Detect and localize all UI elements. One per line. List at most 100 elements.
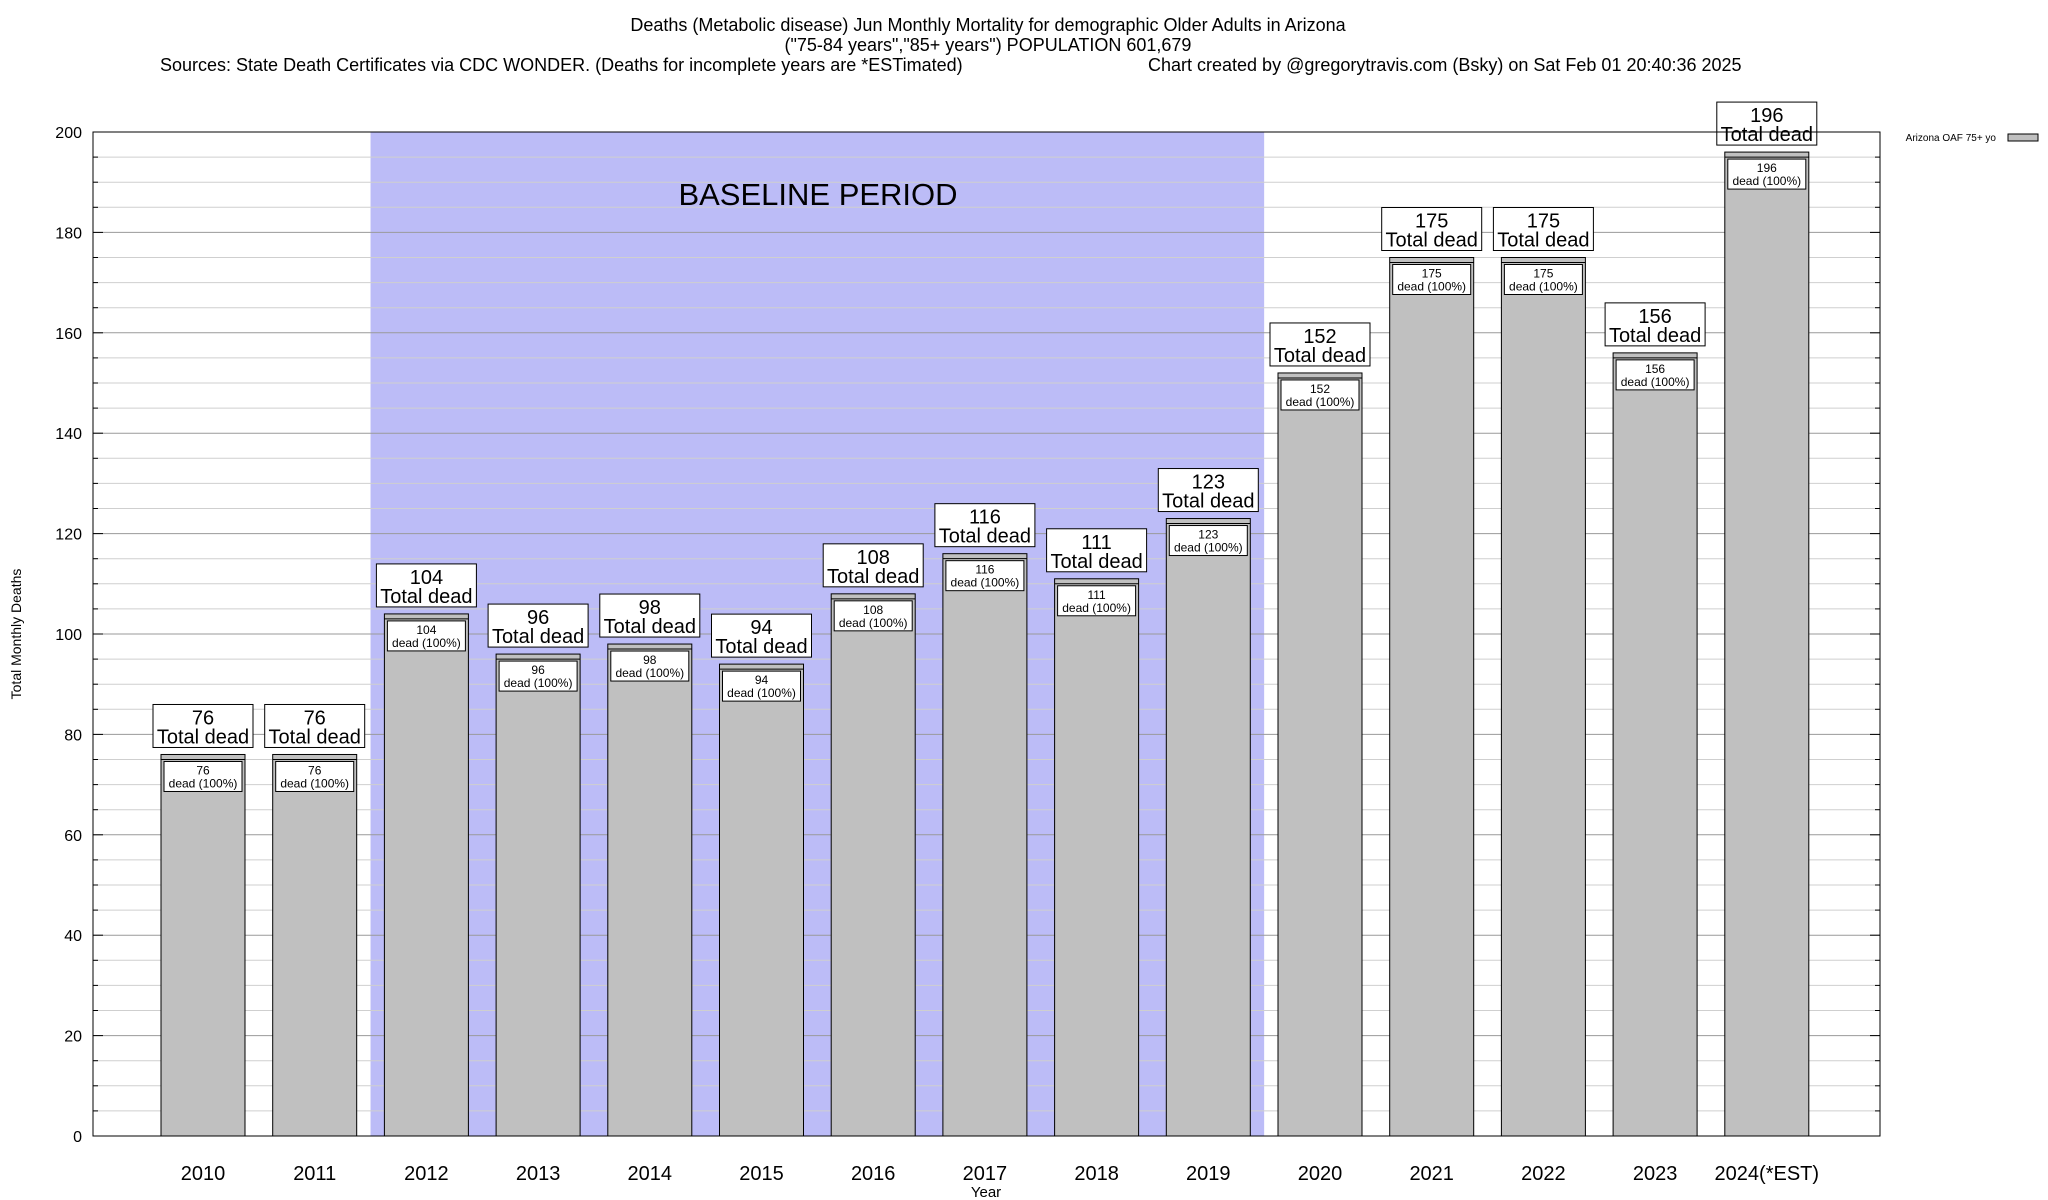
bar — [160, 753, 246, 1137]
x-tick-label: 2020 — [1298, 1163, 1343, 1185]
total-label-text: Total dead — [269, 726, 361, 748]
total-label-box — [599, 593, 701, 638]
total-label-box — [264, 703, 366, 748]
inner-label-text: dead (100%) — [169, 776, 238, 790]
chart-credit: Chart created by @gregorytravis.com (Bsk… — [1148, 55, 1742, 75]
bar — [1612, 352, 1698, 1137]
inner-label-text: dead (100%) — [1732, 174, 1801, 188]
total-label-box — [375, 563, 477, 608]
total-label-text: Total dead — [380, 586, 472, 608]
x-tick-label: 2023 — [1633, 1163, 1678, 1185]
total-label-value: 156 — [1638, 306, 1671, 328]
inner-label-text: dead (100%) — [280, 776, 349, 790]
inner-label-box — [1615, 359, 1695, 391]
x-axis-label: Year — [971, 1184, 1001, 1200]
total-label-text: Total dead — [1386, 230, 1478, 252]
total-label-value: 104 — [410, 567, 443, 589]
inner-label-box — [1057, 585, 1137, 617]
inner-label-box — [722, 670, 801, 702]
y-tick-label: 120 — [55, 527, 82, 544]
y-tick-label: 100 — [55, 627, 82, 644]
inner-label-text: dead (100%) — [1062, 601, 1131, 615]
inner-label-value: 98 — [643, 653, 657, 667]
total-label-box — [1716, 101, 1818, 146]
bar — [495, 653, 581, 1137]
x-tick-label: 2021 — [1409, 1163, 1454, 1185]
inner-label-box — [275, 760, 355, 792]
y-tick-label: 200 — [55, 125, 82, 142]
bar — [1277, 372, 1363, 1137]
inner-label-text: dead (100%) — [1286, 395, 1355, 409]
total-label-text: Total dead — [604, 616, 696, 638]
inner-label-box — [610, 650, 690, 682]
inner-label-box — [1392, 264, 1472, 295]
inner-label-value: 96 — [531, 663, 545, 677]
legend-swatch — [2007, 133, 2039, 142]
inner-label-text: dead (100%) — [615, 666, 684, 680]
y-axis-ticks: 0 20 40 60 80 100 120 140 160 180 200 — [55, 125, 1880, 1146]
total-label-box — [1492, 207, 1594, 251]
x-tick-label: 2024(*EST) — [1715, 1163, 1820, 1185]
inner-label-box — [833, 600, 913, 632]
x-tick-label: 2012 — [404, 1163, 449, 1185]
total-label-value: 116 — [969, 507, 1001, 529]
total-label-value: 94 — [750, 617, 772, 639]
total-label-text: Total dead — [157, 726, 249, 748]
total-label-text: Total dead — [1050, 551, 1142, 573]
inner-label-text: dead (100%) — [839, 616, 908, 630]
total-label-value: 152 — [1303, 326, 1336, 348]
y-tick-label: 80 — [64, 727, 82, 744]
inner-label-box — [498, 660, 578, 692]
inner-label-box — [1168, 525, 1248, 557]
inner-label-box — [386, 620, 466, 652]
total-label-value: 196 — [1750, 105, 1783, 127]
y-tick-label: 20 — [64, 1029, 82, 1046]
x-tick-label: 2018 — [1074, 1163, 1119, 1185]
inner-label-value: 116 — [975, 563, 994, 577]
total-label-box — [1381, 207, 1483, 251]
y-tick-label: 40 — [64, 928, 82, 945]
x-tick-label: 2013 — [516, 1163, 561, 1185]
legend-label: Arizona OAF 75+ yo — [1906, 133, 1997, 144]
total-label-box — [1269, 322, 1371, 367]
total-label-text: Total dead — [715, 636, 807, 658]
inner-label-value: 175 — [1533, 267, 1553, 281]
bar — [1724, 151, 1810, 1137]
bar — [1500, 257, 1586, 1137]
total-label-box — [822, 543, 924, 588]
total-label-value: 76 — [192, 707, 214, 729]
bar — [719, 663, 804, 1137]
total-label-text: Total dead — [1274, 345, 1366, 367]
total-label-value: 108 — [857, 547, 890, 569]
bar — [942, 553, 1028, 1137]
x-tick-label: 2010 — [181, 1163, 226, 1185]
inner-label-text: dead (100%) — [1174, 541, 1243, 555]
chart-title-line2: ("75-84 years","85+ years") POPULATION 6… — [785, 35, 1192, 55]
bar — [830, 593, 916, 1137]
total-label-box — [152, 703, 254, 748]
total-label-text: Total dead — [1721, 124, 1813, 146]
inner-label-box — [945, 560, 1025, 592]
inner-label-box — [1503, 264, 1583, 295]
inner-label-box — [1727, 158, 1807, 190]
bar — [1054, 578, 1140, 1137]
x-tick-label: 2017 — [963, 1163, 1008, 1185]
baseline-label: BASELINE PERIOD — [678, 177, 957, 212]
total-label-text: Total dead — [492, 626, 584, 648]
inner-label-text: dead (100%) — [392, 636, 461, 650]
total-label-value: 123 — [1192, 472, 1225, 494]
total-label-text: Total dead — [939, 526, 1031, 548]
total-label-value: 175 — [1415, 211, 1448, 233]
inner-label-box — [1280, 379, 1360, 411]
x-tick-label: 2011 — [293, 1163, 336, 1185]
